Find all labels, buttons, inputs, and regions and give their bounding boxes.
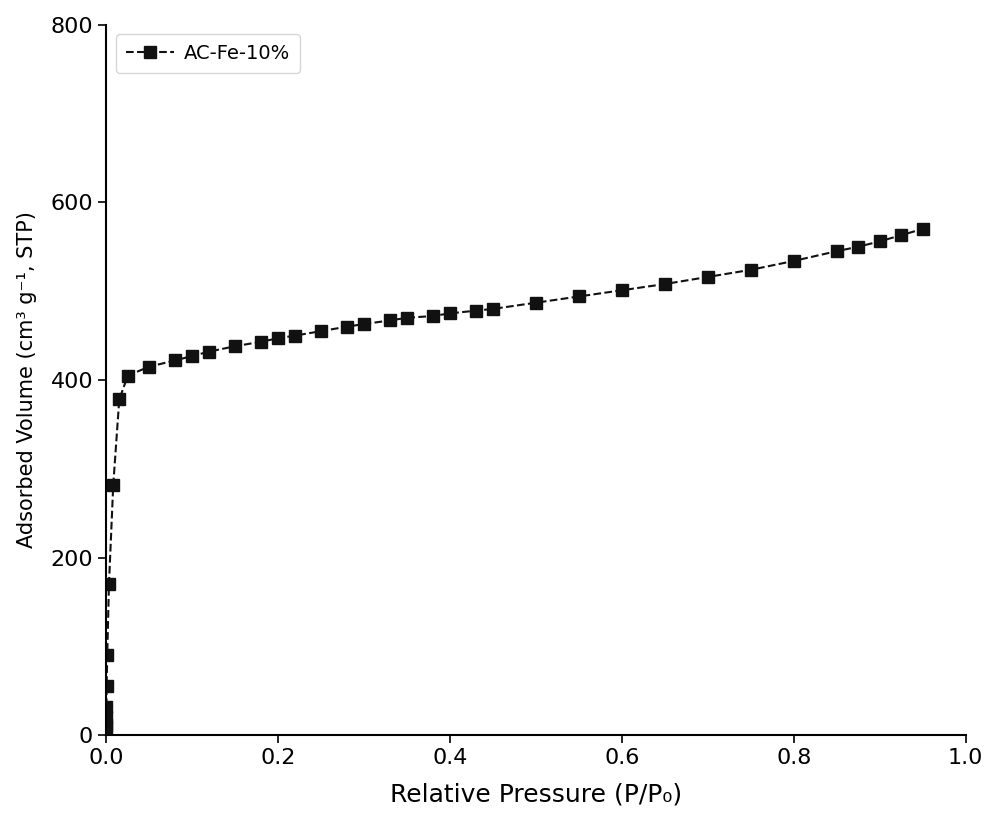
AC-Fe-10% <box>659 279 671 289</box>
AC-Fe-10% <box>143 361 155 371</box>
AC-Fe-10% <box>107 480 119 490</box>
AC-Fe-10% <box>101 650 113 660</box>
AC-Fe-10% <box>272 333 284 343</box>
AC-Fe-10% <box>100 702 112 712</box>
AC-Fe-10% <box>100 713 112 723</box>
AC-Fe-10% <box>289 331 301 341</box>
AC-Fe-10% <box>616 286 628 295</box>
AC-Fe-10% <box>358 319 370 329</box>
AC-Fe-10% <box>169 356 181 365</box>
Y-axis label: Adsorbed Volume (cm³ g⁻¹, STP): Adsorbed Volume (cm³ g⁻¹, STP) <box>17 212 37 548</box>
AC-Fe-10% <box>186 351 198 361</box>
AC-Fe-10% <box>852 242 864 252</box>
AC-Fe-10% <box>895 230 907 240</box>
Legend: AC-Fe-10%: AC-Fe-10% <box>116 35 300 72</box>
AC-Fe-10% <box>530 298 542 308</box>
AC-Fe-10% <box>831 246 843 256</box>
AC-Fe-10% <box>874 236 886 246</box>
AC-Fe-10% <box>315 326 327 336</box>
AC-Fe-10% <box>100 723 112 733</box>
AC-Fe-10% <box>401 313 413 323</box>
AC-Fe-10% <box>101 681 113 691</box>
AC-Fe-10% <box>573 291 585 301</box>
AC-Fe-10% <box>487 304 499 314</box>
AC-Fe-10% <box>103 579 115 589</box>
AC-Fe-10% <box>788 256 800 266</box>
AC-Fe-10% <box>113 394 125 404</box>
AC-Fe-10% <box>702 272 714 281</box>
AC-Fe-10% <box>470 305 482 315</box>
AC-Fe-10% <box>255 337 267 346</box>
X-axis label: Relative Pressure (P/P₀): Relative Pressure (P/P₀) <box>390 783 682 807</box>
AC-Fe-10% <box>229 342 241 351</box>
AC-Fe-10% <box>100 719 112 729</box>
AC-Fe-10% <box>427 311 439 321</box>
AC-Fe-10% <box>917 224 929 234</box>
AC-Fe-10% <box>203 346 215 356</box>
AC-Fe-10% <box>122 370 134 380</box>
AC-Fe-10% <box>745 265 757 275</box>
AC-Fe-10% <box>444 309 456 319</box>
AC-Fe-10% <box>341 322 353 332</box>
AC-Fe-10% <box>384 315 396 325</box>
Line: AC-Fe-10%: AC-Fe-10% <box>100 223 929 734</box>
